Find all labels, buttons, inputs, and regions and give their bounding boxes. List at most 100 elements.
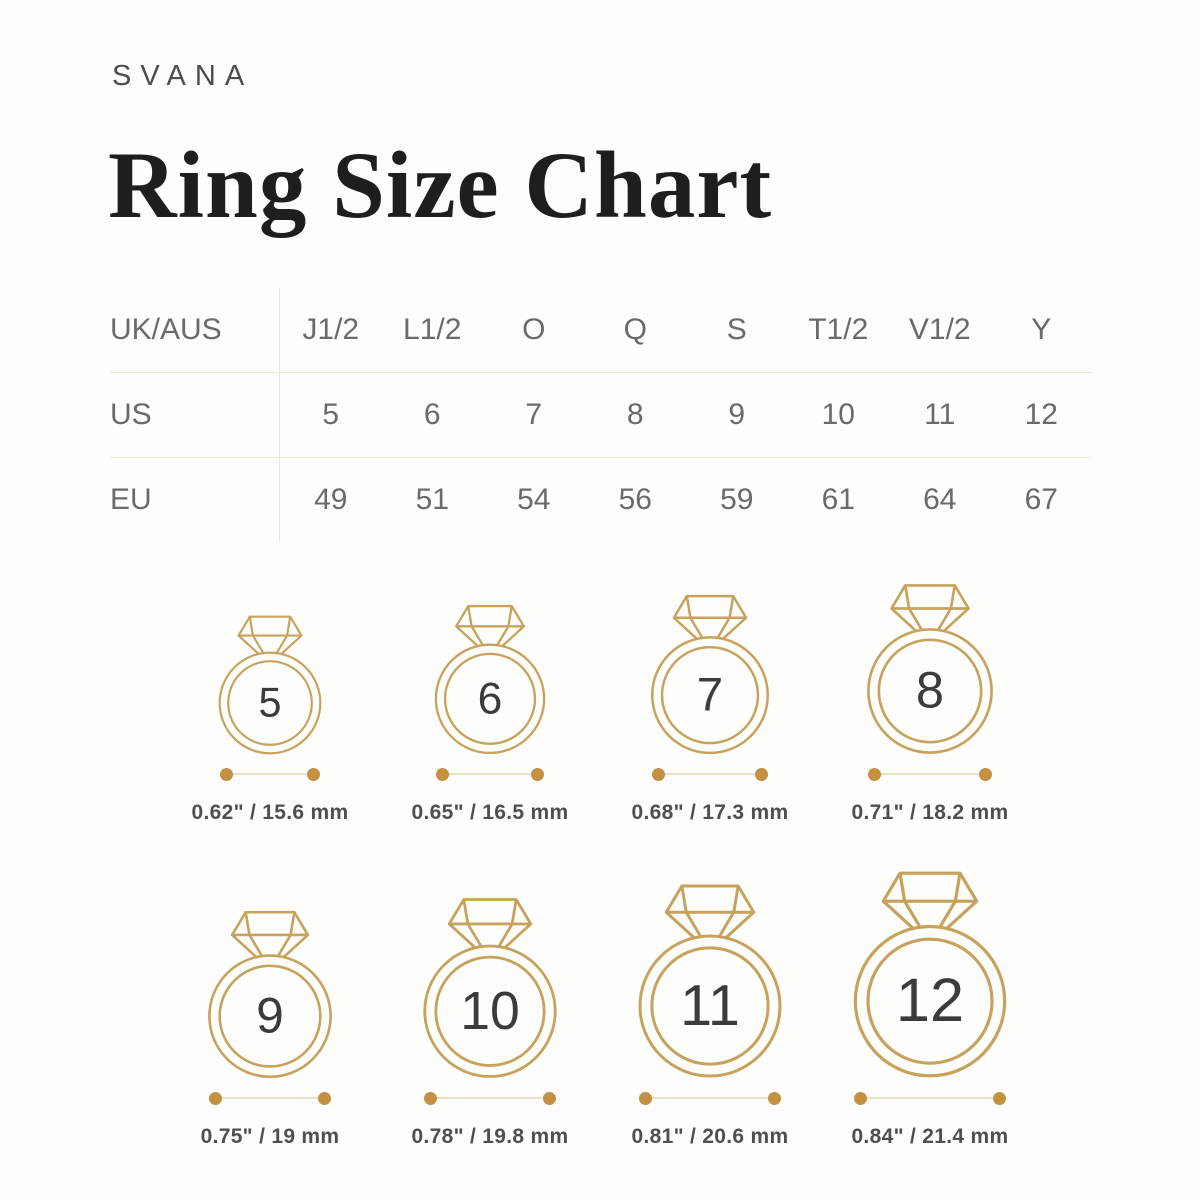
measure-dot-right	[767, 1091, 781, 1105]
diameter-measure	[423, 1091, 556, 1105]
eu-size-cell: 51	[415, 482, 449, 516]
row-label-uk-aus: UK/AUS	[110, 287, 280, 372]
measure-line	[867, 1097, 993, 1100]
measure-dot-right	[993, 1091, 1006, 1105]
diameter-label: 0.71" / 18.2 mm	[851, 800, 1009, 824]
measure-dot-left	[854, 1091, 867, 1105]
rings-row-1: 5 0.62" / 15.6 mm 6	[160, 582, 1040, 825]
eu-size-cell: 61	[821, 482, 855, 516]
size-conversion-table: UK/AUS J1/2 L1/2 O Q S T1/2 V1/2 Y US 5 …	[110, 287, 1092, 542]
diameter-label: 0.81" / 20.6 mm	[631, 1124, 789, 1148]
ring-size-chart-page: SVANA Ring Size Chart UK/AUS J1/2 L1/2 O…	[108, 60, 1092, 1149]
ring-size-number: 11	[680, 974, 740, 1038]
diameter-label: 0.68" / 17.3 mm	[631, 800, 789, 824]
measure-dot-right	[542, 1091, 556, 1105]
uk-size-cell: O	[522, 312, 546, 346]
ring-icon: 11	[638, 884, 782, 1078]
diameter-label: 0.78" / 19.8 mm	[411, 1124, 569, 1148]
table-row-eu: EU 49 51 54 56 59 61 64 67	[110, 456, 1092, 542]
measure-dot-right	[754, 767, 768, 781]
us-size-cell: 9	[728, 397, 746, 431]
measure-dot-right	[318, 1091, 331, 1105]
us-size-cell: 12	[1024, 397, 1058, 431]
eu-size-cell: 56	[618, 482, 652, 516]
uk-size-cell: V1/2	[908, 312, 971, 346]
ring-size-number: 8	[916, 661, 944, 718]
us-size-cell: 11	[924, 397, 956, 431]
measure-dot-left	[638, 1091, 652, 1105]
diameter-measure	[854, 1091, 1006, 1105]
measure-line	[448, 773, 531, 776]
ring-card-size-7: 7 0.68" / 17.3 mm	[632, 593, 789, 825]
us-size-cell: 8	[626, 397, 644, 431]
eu-size-cell: 49	[314, 482, 348, 516]
ring-card-size-11: 11 0.81" / 20.6 mm	[632, 882, 789, 1149]
us-size-cell: 7	[525, 397, 543, 431]
ring-size-number: 10	[460, 982, 520, 1041]
measure-line	[651, 1097, 768, 1100]
measure-line	[232, 773, 307, 776]
ring-icon: 6	[434, 604, 546, 755]
measure-line	[222, 1097, 318, 1100]
us-size-cell: 6	[423, 397, 441, 431]
ring-icon: 12	[853, 871, 1007, 1078]
ring-icon: 8	[867, 583, 993, 754]
ring-size-number: 7	[697, 668, 723, 721]
uk-size-cell: Q	[623, 312, 647, 346]
measure-dot-right	[306, 767, 320, 781]
ring-card-size-8: 8 0.71" / 18.2 mm	[852, 582, 1009, 825]
diameter-label: 0.65" / 16.5 mm	[411, 800, 569, 824]
row-label-eu: EU	[110, 457, 280, 542]
uk-size-cell: J1/2	[302, 312, 360, 346]
diameter-measure	[651, 767, 768, 781]
ring-card-size-9: 9 0.75" / 19 mm	[201, 909, 340, 1149]
measure-dot-right	[978, 767, 992, 781]
measure-line	[880, 773, 979, 776]
ring-size-number: 9	[256, 987, 284, 1043]
ring-size-number: 5	[258, 679, 281, 725]
eu-size-cell: 67	[1024, 482, 1058, 516]
diameter-measure	[219, 767, 320, 781]
table-row-uk-aus: UK/AUS J1/2 L1/2 O Q S T1/2 V1/2 Y	[110, 287, 1092, 372]
eu-size-cell: 64	[923, 482, 957, 516]
measure-line	[436, 1097, 543, 1100]
eu-size-cell: 59	[720, 482, 754, 516]
diameter-measure	[867, 767, 992, 781]
measure-dot-right	[530, 767, 544, 781]
ring-card-size-12: 12 0.84" / 21.4 mm	[850, 869, 1010, 1149]
table-row-us: US 5 6 7 8 9 10 11 12	[110, 371, 1092, 457]
us-size-cell: 5	[322, 397, 340, 431]
eu-size-cell: 54	[517, 482, 551, 516]
ring-icon: 9	[208, 910, 332, 1078]
measure-dot-left	[867, 767, 881, 781]
rings-row-2: 9 0.75" / 19 mm 10	[160, 869, 1040, 1149]
measure-dot-left	[423, 1091, 437, 1105]
ring-icon: 5	[218, 615, 322, 755]
diameter-label: 0.75" / 19 mm	[200, 1124, 340, 1148]
diameter-label: 0.62" / 15.6 mm	[191, 800, 349, 824]
measure-dot-left	[219, 767, 233, 781]
ring-card-size-5: 5 0.62" / 15.6 mm	[192, 614, 349, 825]
ring-size-number: 6	[478, 674, 503, 723]
uk-size-cell: Y	[1031, 312, 1052, 346]
diameter-measure	[435, 767, 544, 781]
diameter-label: 0.84" / 21.4 mm	[851, 1124, 1009, 1148]
diameter-measure	[638, 1091, 781, 1105]
uk-size-cell: T1/2	[808, 312, 869, 346]
ring-size-number: 12	[896, 965, 964, 1034]
uk-size-cell: L1/2	[403, 312, 462, 346]
measure-dot-left	[651, 767, 665, 781]
brand-logo: SVANA	[112, 60, 254, 92]
measure-dot-left	[209, 1091, 222, 1105]
diameter-measure	[209, 1091, 331, 1105]
page-title: Ring Size Chart	[108, 132, 773, 238]
ring-card-size-10: 10 0.78" / 19.8 mm	[412, 896, 569, 1149]
measure-line	[664, 773, 755, 776]
ring-card-size-6: 6 0.65" / 16.5 mm	[412, 603, 569, 825]
measure-dot-left	[435, 767, 449, 781]
ring-icon: 10	[423, 897, 557, 1078]
ring-icon: 7	[650, 594, 769, 755]
us-size-cell: 10	[821, 397, 855, 431]
row-label-us: US	[110, 372, 280, 457]
uk-size-cell: S	[726, 312, 747, 346]
